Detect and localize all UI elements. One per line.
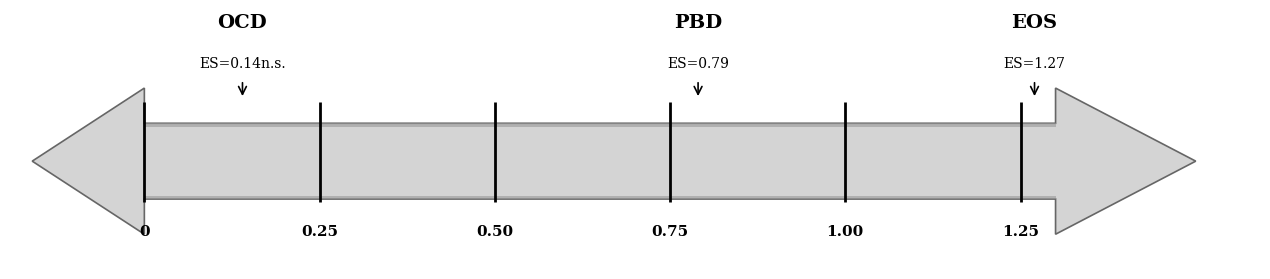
Text: 0.25: 0.25 — [301, 225, 338, 239]
Text: 1.25: 1.25 — [1002, 225, 1039, 239]
Text: 0: 0 — [138, 225, 150, 239]
Text: ES=1.27: ES=1.27 — [1003, 57, 1066, 71]
Text: EOS: EOS — [1011, 14, 1058, 32]
Text: 1.00: 1.00 — [827, 225, 864, 239]
Text: PBD: PBD — [674, 14, 723, 32]
Text: OCD: OCD — [217, 14, 268, 32]
Polygon shape — [32, 88, 1196, 234]
Bar — [145, 196, 1055, 199]
Text: 0.50: 0.50 — [476, 225, 513, 239]
Text: 0.75: 0.75 — [652, 225, 688, 239]
Bar — [145, 123, 1055, 126]
Text: ES=0.14n.s.: ES=0.14n.s. — [199, 57, 286, 71]
Text: ES=0.79: ES=0.79 — [667, 57, 729, 71]
